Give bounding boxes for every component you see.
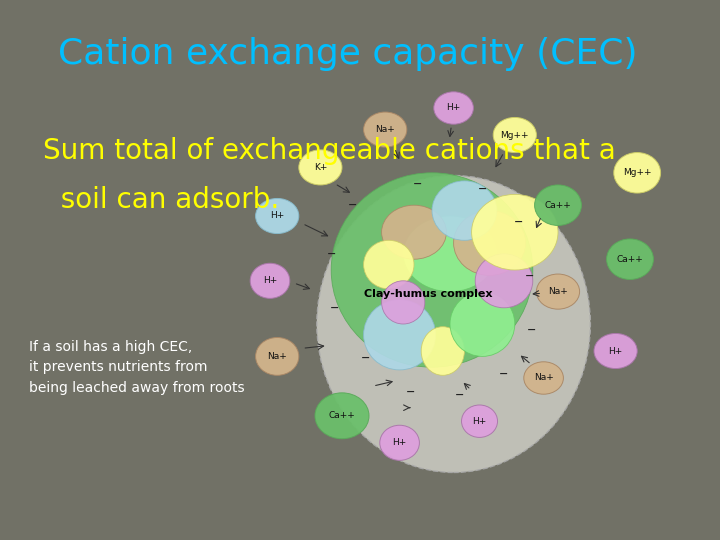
Ellipse shape <box>454 211 526 275</box>
Ellipse shape <box>364 300 436 370</box>
Ellipse shape <box>364 112 407 147</box>
Text: Na+: Na+ <box>267 352 287 361</box>
Text: −: − <box>499 369 509 379</box>
Ellipse shape <box>594 333 637 368</box>
Ellipse shape <box>432 181 497 240</box>
Text: −: − <box>477 184 487 194</box>
Text: H+: H+ <box>392 438 407 447</box>
Text: −: − <box>526 325 536 334</box>
Ellipse shape <box>317 176 590 472</box>
Text: Sum total of exchangeable cations that a: Sum total of exchangeable cations that a <box>43 137 616 165</box>
Text: H+: H+ <box>472 417 487 426</box>
Ellipse shape <box>534 185 582 226</box>
Ellipse shape <box>493 117 536 152</box>
Ellipse shape <box>299 150 342 185</box>
Text: Ca++: Ca++ <box>544 201 572 210</box>
Ellipse shape <box>256 338 299 375</box>
Text: −: − <box>524 271 534 280</box>
Ellipse shape <box>315 393 369 438</box>
Text: Na+: Na+ <box>534 374 554 382</box>
Ellipse shape <box>606 239 654 280</box>
Text: −: − <box>454 390 464 400</box>
Text: Clay-humus complex: Clay-humus complex <box>364 289 492 299</box>
Text: −: − <box>361 353 371 362</box>
Ellipse shape <box>433 92 474 124</box>
Text: −: − <box>405 387 415 396</box>
Ellipse shape <box>251 263 289 298</box>
Ellipse shape <box>472 194 558 270</box>
Ellipse shape <box>382 281 425 324</box>
Text: Mg++: Mg++ <box>500 131 529 139</box>
Ellipse shape <box>462 405 498 437</box>
Ellipse shape <box>450 292 515 356</box>
Text: K+: K+ <box>314 163 327 172</box>
Text: −: − <box>513 217 523 226</box>
Text: H+: H+ <box>263 276 277 285</box>
Text: If a soil has a high CEC,
it prevents nutrients from
being leached away from roo: If a soil has a high CEC, it prevents nu… <box>29 340 244 395</box>
Text: H+: H+ <box>446 104 461 112</box>
Text: Ca++: Ca++ <box>328 411 356 420</box>
Text: Ca++: Ca++ <box>616 255 644 264</box>
Ellipse shape <box>475 254 533 308</box>
Text: soil can adsorb.: soil can adsorb. <box>43 186 279 214</box>
Ellipse shape <box>331 173 533 367</box>
Ellipse shape <box>421 327 464 375</box>
Text: H+: H+ <box>270 212 284 220</box>
Ellipse shape <box>256 198 299 233</box>
Ellipse shape <box>382 205 446 259</box>
Text: −: − <box>348 200 358 210</box>
Text: H+: H+ <box>608 347 623 355</box>
Text: Na+: Na+ <box>375 125 395 134</box>
Text: −: − <box>326 249 336 259</box>
Text: −: − <box>413 179 423 188</box>
Text: Mg++: Mg++ <box>623 168 652 177</box>
Text: −: − <box>330 303 340 313</box>
Text: Na+: Na+ <box>548 287 568 296</box>
Ellipse shape <box>380 426 419 460</box>
Ellipse shape <box>364 240 414 289</box>
Ellipse shape <box>614 152 661 193</box>
Ellipse shape <box>524 362 563 394</box>
Ellipse shape <box>403 216 497 292</box>
Ellipse shape <box>536 274 580 309</box>
Text: Cation exchange capacity (CEC): Cation exchange capacity (CEC) <box>58 37 637 71</box>
